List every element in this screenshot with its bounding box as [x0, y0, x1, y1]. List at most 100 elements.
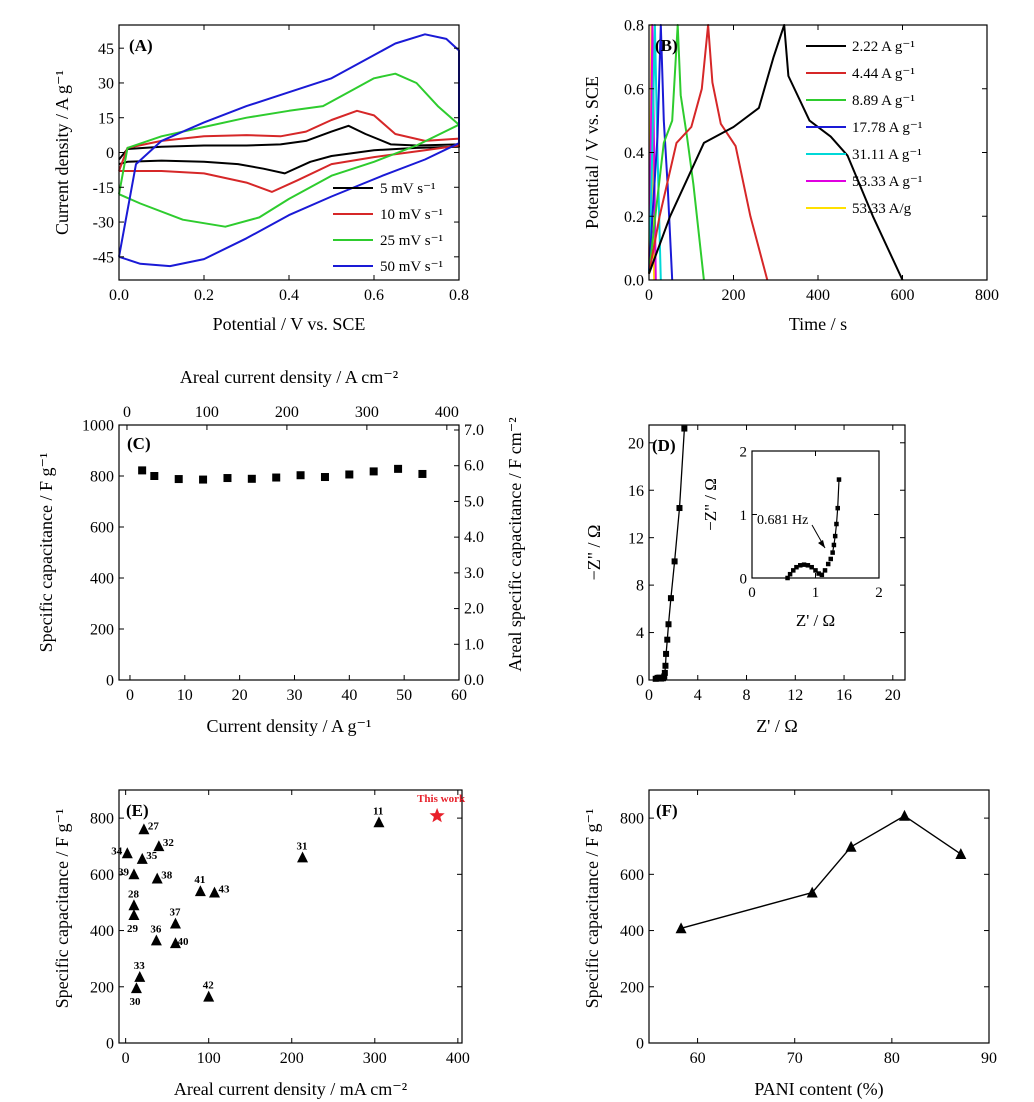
inset-data-point: [834, 521, 839, 527]
data-point: [134, 970, 146, 982]
y2-axis-label: Areal specific capacitance / F cm⁻²: [505, 417, 525, 671]
y-tick-label: -15: [93, 180, 114, 197]
x-tick-label: 0.4: [279, 287, 299, 304]
x-tick-label: 2: [875, 585, 883, 601]
x-tick-label: 100: [197, 1050, 221, 1067]
inset-data-point: [816, 571, 821, 576]
inset-data-point: [787, 571, 793, 577]
point-label: 39: [118, 866, 130, 878]
data-point: [169, 917, 181, 929]
x-tick-label: 50: [396, 687, 412, 704]
x2-tick-label: 100: [195, 404, 219, 421]
data-point: [664, 636, 671, 643]
y-tick-label: 0.6: [624, 81, 644, 98]
x-tick-label: 200: [280, 1050, 304, 1067]
annotation-arrowhead: [818, 540, 825, 548]
x-tick-label: 800: [975, 287, 999, 304]
inset-data-point: [798, 563, 803, 568]
y-tick-label: 1000: [82, 418, 114, 435]
plot-frame: [648, 424, 906, 681]
y-tick-label: 0.8: [624, 18, 644, 35]
legend-entry: 50 mV s⁻¹: [380, 259, 443, 275]
inset-data-point: [819, 572, 825, 578]
data-point: [394, 464, 403, 473]
data-point: [121, 847, 133, 859]
x-tick-label: 12: [787, 687, 803, 704]
x-tick-label: 80: [884, 1050, 900, 1067]
point-label: 33: [134, 960, 146, 972]
x-tick-label: 70: [787, 1050, 803, 1067]
x-tick-label: 200: [722, 287, 746, 304]
data-point: [661, 673, 668, 680]
y-tick-label: 30: [98, 76, 114, 93]
data-point: [806, 886, 818, 898]
legend-entry: 2.22 A g⁻¹: [852, 39, 915, 55]
data-point: [955, 848, 967, 860]
y-tick-label: 800: [90, 469, 114, 486]
x-axis-label: Time / s: [789, 314, 847, 334]
y-tick-label: -30: [93, 215, 114, 232]
x-tick-label: 10: [177, 687, 193, 704]
y2-tick-label: 5.0: [464, 493, 484, 510]
data-point: [150, 934, 162, 946]
data-point: [150, 472, 159, 480]
data-point: [128, 909, 140, 921]
y-tick-label: 16: [628, 483, 644, 500]
inset-data-point: [831, 542, 837, 548]
y-tick-label: 0: [636, 1036, 644, 1053]
point-label: 35: [146, 850, 158, 862]
y2-tick-label: 6.0: [464, 458, 484, 475]
y-tick-label: 400: [90, 571, 114, 588]
inset-data-point: [828, 556, 833, 562]
legend-entry: 53.33 A g⁻¹: [852, 174, 922, 190]
y2-tick-label: 4.0: [464, 529, 484, 546]
data-point: [136, 852, 148, 864]
x-tick-label: 400: [446, 1050, 470, 1067]
data-point: [223, 474, 232, 483]
x-tick-label: 0: [645, 687, 653, 704]
series-line: [118, 72, 460, 228]
y-tick-label: 0.4: [624, 145, 644, 162]
y-tick-label: 0.0: [624, 273, 644, 290]
y-axis-label: −Z" / Ω: [584, 525, 604, 581]
data-point: [665, 621, 672, 628]
inset-x-axis-label: Z' / Ω: [796, 611, 835, 630]
inset-annotation: 0.681 Hz: [757, 513, 808, 528]
point-label: 29: [127, 923, 139, 935]
panel-label: (A): [129, 36, 153, 55]
data-point: [151, 872, 163, 884]
legend-entry: 10 mV s⁻¹: [380, 207, 443, 223]
data-point: [898, 809, 910, 821]
y-tick-label: 600: [90, 867, 114, 884]
data-point: [373, 816, 385, 828]
point-label: 40: [177, 936, 189, 948]
data-point: [661, 669, 668, 676]
y-axis-label: Current density / A g⁻¹: [52, 70, 72, 235]
x-tick-label: 0: [122, 1050, 130, 1067]
inset-data-point: [836, 477, 842, 482]
inset-data-point: [805, 563, 811, 568]
point-label: 30: [129, 996, 141, 1008]
x-axis-label: Potential / V vs. SCE: [213, 314, 366, 334]
data-point: [138, 466, 147, 475]
y2-tick-label: 7.0: [464, 422, 484, 439]
this-work-label: This work: [417, 793, 466, 805]
x-tick-label: 0: [126, 687, 134, 704]
data-point: [128, 868, 140, 880]
point-label: 11: [373, 805, 383, 817]
x-axis-label: PANI content (%): [754, 1079, 883, 1100]
y-tick-label: 0: [106, 1036, 114, 1053]
data-point: [128, 899, 140, 911]
inset-data-point: [813, 568, 818, 573]
y-tick-label: 0: [106, 145, 114, 162]
point-label: 32: [163, 837, 175, 849]
legend-entry: 4.44 A g⁻¹: [852, 66, 915, 82]
y2-tick-label: 0.0: [464, 672, 484, 689]
series-line: [118, 109, 460, 193]
data-point: [671, 558, 678, 565]
x-tick-label: 8: [743, 687, 751, 704]
inset-data-point: [822, 568, 828, 573]
y2-tick-label: 1.0: [464, 636, 484, 653]
y-tick-label: 0: [636, 673, 644, 690]
legend-entry: 17.78 A g⁻¹: [852, 120, 922, 136]
